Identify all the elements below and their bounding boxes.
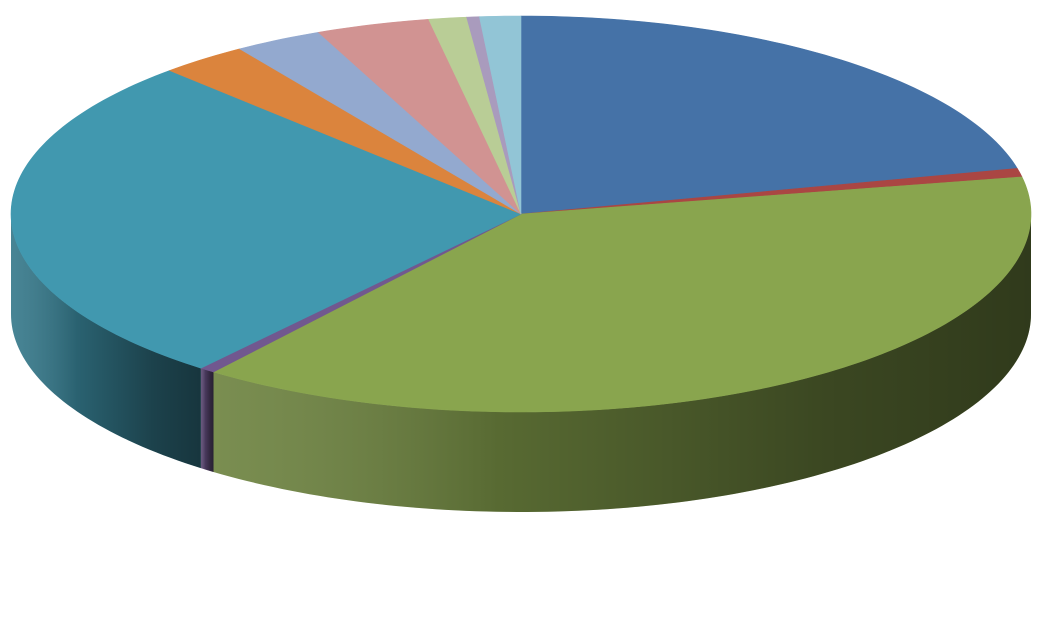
pie-slice-3 bbox=[212, 176, 1032, 413]
pie-slice-11 bbox=[479, 15, 522, 215]
pie-top-faces bbox=[10, 15, 1032, 413]
pie-slice-8 bbox=[317, 18, 522, 215]
pie-slice-6 bbox=[168, 48, 522, 215]
pie-slice-side-shade-3 bbox=[213, 214, 1031, 512]
pie-slice-7 bbox=[238, 31, 522, 215]
pie-slice-side-shade-5 bbox=[11, 214, 201, 469]
pie-slice-1 bbox=[520, 15, 1018, 215]
pie-slice-side-shade-4 bbox=[200, 368, 214, 472]
pie-slice-5 bbox=[10, 70, 522, 369]
pie-side-walls bbox=[11, 214, 1031, 512]
